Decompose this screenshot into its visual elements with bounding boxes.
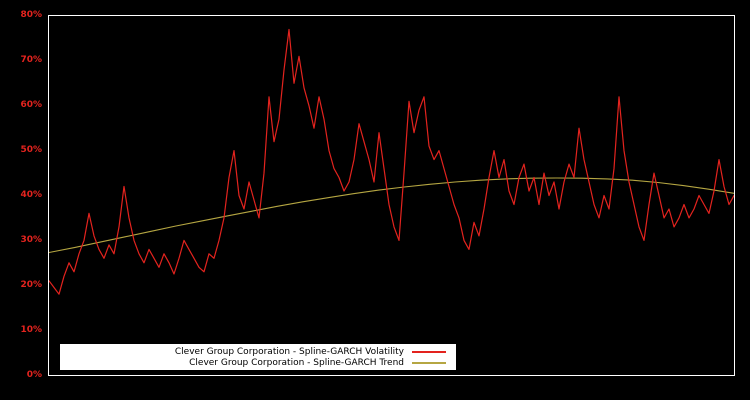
legend-label-volatility: Clever Group Corporation - Spline-GARCH … bbox=[174, 346, 404, 357]
y-tick-label: 80% bbox=[20, 9, 42, 20]
y-tick-label: 10% bbox=[20, 324, 42, 335]
y-tick-label: 60% bbox=[20, 99, 42, 110]
y-tick-label: 70% bbox=[20, 54, 42, 65]
legend-line-trend-icon bbox=[412, 361, 446, 364]
y-tick-label: 50% bbox=[20, 144, 42, 155]
legend-item-trend: Clever Group Corporation - Spline-GARCH … bbox=[60, 357, 456, 368]
y-tick-label: 0% bbox=[26, 369, 42, 380]
chart-legend: Clever Group Corporation - Spline-GARCH … bbox=[60, 344, 456, 370]
plot-area bbox=[48, 15, 735, 376]
legend-label-trend: Clever Group Corporation - Spline-GARCH … bbox=[189, 357, 404, 368]
chart-lines bbox=[49, 28, 734, 295]
y-tick-label: 30% bbox=[20, 234, 42, 245]
legend-item-volatility: Clever Group Corporation - Spline-GARCH … bbox=[60, 346, 456, 357]
y-tick-label: 20% bbox=[20, 279, 42, 290]
y-axis: 0% 10% 20% 30% 40% 50% 60% 70% 80% bbox=[0, 0, 45, 400]
legend-line-volatility-icon bbox=[412, 350, 446, 353]
y-tick-label: 40% bbox=[20, 189, 42, 200]
